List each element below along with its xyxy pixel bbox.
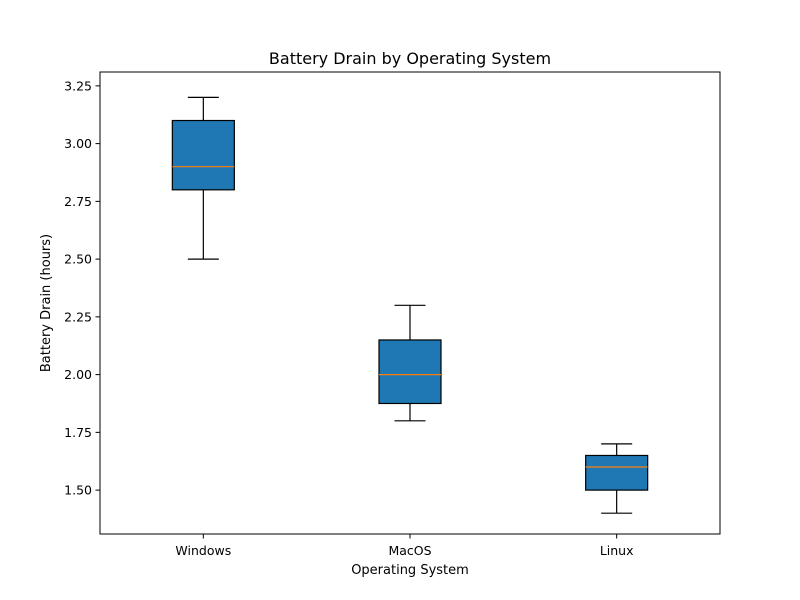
- box-macos: [378, 339, 442, 405]
- x-axis-label: Operating System: [351, 563, 469, 578]
- y-tick-label: 2.25: [64, 309, 92, 324]
- chart-title: Battery Drain by Operating System: [269, 49, 551, 68]
- y-tick-label: 2.00: [64, 367, 92, 382]
- x-tick-label-windows: Windows: [175, 543, 231, 558]
- box-windows: [171, 119, 235, 191]
- box-linux: [585, 454, 649, 491]
- y-tick-label: 3.00: [64, 136, 92, 151]
- x-tick-label-linux: Linux: [600, 543, 634, 558]
- y-tick-label: 1.50: [64, 483, 92, 498]
- y-tick-label: 2.50: [64, 252, 92, 267]
- y-axis-label: Battery Drain (hours): [39, 234, 54, 372]
- x-tick-label-macos: MacOS: [388, 543, 431, 558]
- y-tick-label: 2.75: [64, 194, 92, 209]
- y-tick-label: 1.75: [64, 425, 92, 440]
- y-tick-label: 3.25: [64, 78, 92, 93]
- plot-area: 1.50 1.75 2.00 2.25 2.50 2.75 3.00 3.25 Windows M…: [64, 71, 721, 558]
